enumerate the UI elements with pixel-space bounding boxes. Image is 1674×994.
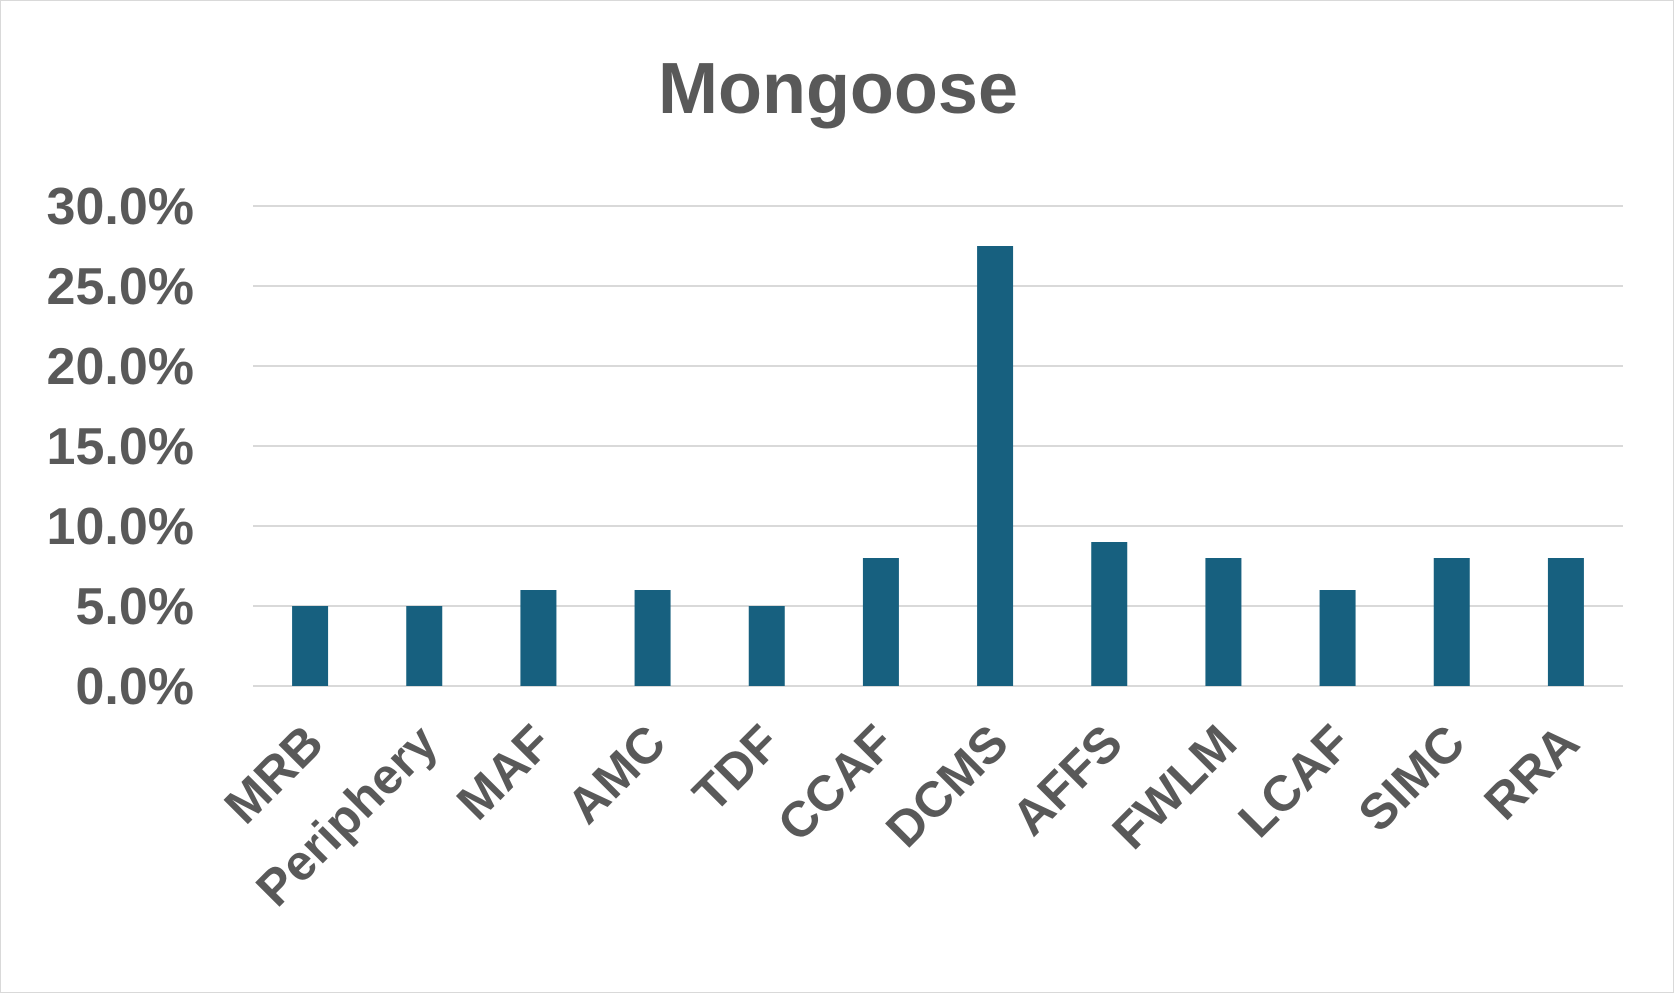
y-tick-label: 5.0% bbox=[75, 578, 194, 636]
x-tick-label: CCAF bbox=[767, 714, 905, 852]
y-tick-label: 20.0% bbox=[47, 338, 194, 396]
chart-title: Mongoose bbox=[658, 49, 1018, 129]
bar-periphery bbox=[406, 606, 443, 686]
y-tick-label: 25.0% bbox=[47, 258, 194, 316]
x-tick-label: LCAF bbox=[1227, 714, 1361, 848]
bar-dcms bbox=[977, 246, 1014, 686]
x-tick-label: AMC bbox=[556, 714, 676, 834]
bar-fwlm bbox=[1205, 558, 1242, 686]
bar-maf bbox=[520, 590, 557, 686]
bar-amc bbox=[634, 590, 671, 686]
x-tick-label: MAF bbox=[446, 714, 562, 830]
x-tick-label: FWLM bbox=[1102, 714, 1248, 860]
y-tick-label: 30.0% bbox=[47, 178, 194, 236]
x-tick-label: SIMC bbox=[1348, 714, 1476, 842]
bar-lcaf bbox=[1319, 590, 1356, 686]
y-tick-label: 0.0% bbox=[75, 658, 194, 716]
y-tick-label: 10.0% bbox=[47, 498, 194, 556]
bar-mrb bbox=[292, 606, 329, 686]
bar-tdf bbox=[748, 606, 785, 686]
y-tick-label: 15.0% bbox=[47, 418, 194, 476]
bars bbox=[292, 246, 1584, 686]
gridlines bbox=[253, 205, 1623, 687]
bar-affs bbox=[1091, 542, 1128, 686]
x-tick-label: DCMS bbox=[875, 714, 1019, 858]
y-axis-tick-labels: 0.0% 5.0% 10.0% 15.0% 20.0% 25.0% 30.0% bbox=[47, 178, 194, 716]
bar-simc bbox=[1433, 558, 1470, 686]
bar-rra bbox=[1547, 558, 1584, 686]
bar-ccaf bbox=[862, 558, 899, 686]
x-tick-label: RRA bbox=[1473, 714, 1589, 830]
